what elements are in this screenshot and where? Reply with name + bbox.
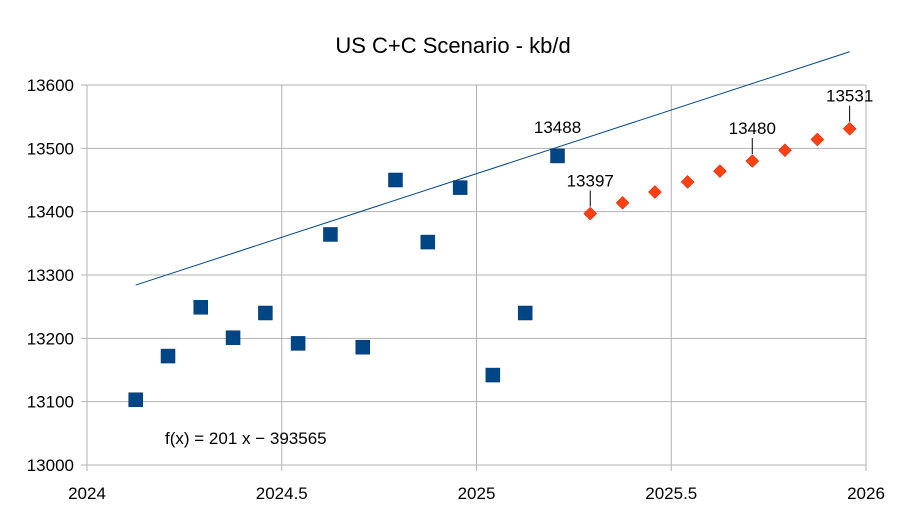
x-tick-label: 2026 bbox=[847, 484, 885, 503]
chart-title: US C+C Scenario - kb/d bbox=[335, 33, 570, 58]
x-tick-label: 2024.5 bbox=[256, 484, 308, 503]
y-tick-label: 13400 bbox=[27, 203, 74, 222]
data-points bbox=[128, 121, 857, 408]
data-point-square bbox=[388, 172, 403, 188]
y-tick-label: 13300 bbox=[27, 266, 74, 285]
data-point-square bbox=[323, 227, 338, 242]
x-tick-label: 2024 bbox=[68, 484, 106, 503]
data-point-diamond bbox=[745, 154, 760, 168]
data-point-square bbox=[452, 180, 468, 195]
data-point-diamond bbox=[842, 121, 857, 136]
data-point-diamond bbox=[810, 132, 825, 147]
x-tick-label: 2025 bbox=[458, 484, 496, 503]
data-label: 13488 bbox=[534, 118, 581, 137]
data-point-square bbox=[225, 330, 241, 345]
trendline-line bbox=[135, 51, 850, 286]
trendline-equation: f(x) = 201 x − 393565 bbox=[165, 429, 327, 448]
data-point-diamond bbox=[713, 164, 727, 178]
data-labels: 13488 13397 13480 13531 bbox=[534, 87, 873, 207]
data-label: 13531 bbox=[826, 87, 873, 106]
data-point-diamond bbox=[680, 175, 695, 189]
data-point-square bbox=[160, 348, 176, 364]
x-tick-label: 2025.5 bbox=[645, 484, 697, 503]
data-label: 13397 bbox=[567, 172, 614, 191]
y-tick-label: 13200 bbox=[27, 329, 74, 348]
data-point-square bbox=[128, 392, 143, 408]
data-point-diamond bbox=[583, 206, 598, 221]
data-point-diamond bbox=[615, 195, 630, 210]
data-point-square bbox=[550, 148, 565, 164]
data-point-square bbox=[355, 339, 371, 355]
data-point-diamond bbox=[648, 185, 662, 199]
y-tick-label: 13600 bbox=[27, 76, 74, 95]
data-point-square bbox=[517, 305, 533, 321]
data-point-square bbox=[420, 234, 436, 250]
y-tick-label: 13500 bbox=[27, 139, 74, 158]
data-point-diamond bbox=[778, 143, 792, 158]
trendline bbox=[135, 51, 850, 286]
grid bbox=[86, 84, 867, 466]
y-tick-label: 13000 bbox=[27, 456, 74, 475]
y-tick-label: 13100 bbox=[27, 393, 74, 412]
data-point-square bbox=[258, 305, 273, 321]
data-point-square bbox=[193, 300, 208, 315]
axes: 13000 13100 13200 13300 13400 13500 13600 2024 2… bbox=[27, 76, 885, 503]
data-point-square bbox=[485, 367, 501, 383]
data-point-square bbox=[290, 336, 306, 351]
data-label: 13480 bbox=[729, 119, 776, 138]
